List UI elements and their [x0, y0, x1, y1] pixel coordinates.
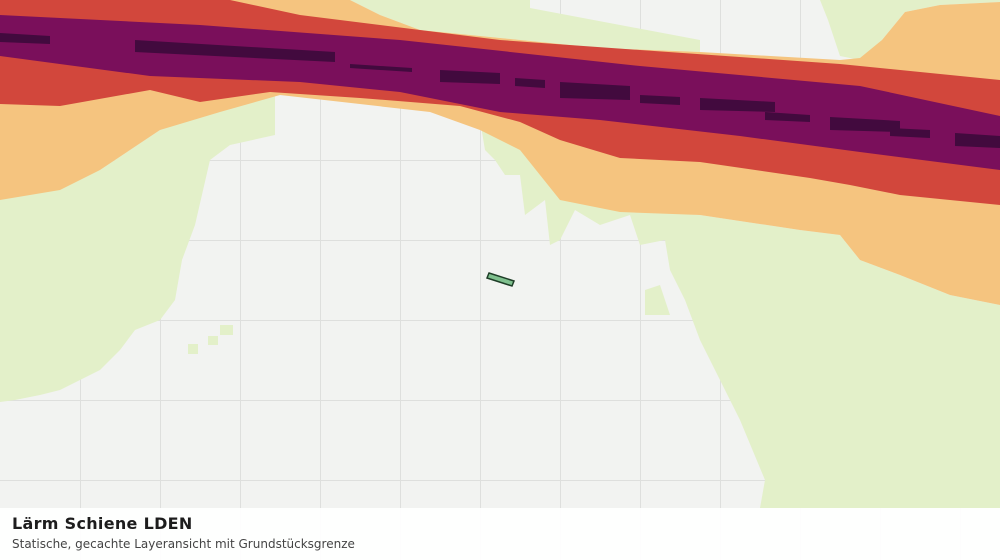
caption-panel: Lärm Schiene LDEN Statische, gecachte La… [0, 508, 1000, 560]
map-subtitle: Statische, gecachte Layeransicht mit Gru… [12, 537, 355, 551]
parcel [486, 272, 515, 287]
noise-zone-low [0, 0, 1000, 508]
map-title: Lärm Schiene LDEN [12, 514, 193, 533]
noise-zone-extreme [0, 33, 1000, 148]
